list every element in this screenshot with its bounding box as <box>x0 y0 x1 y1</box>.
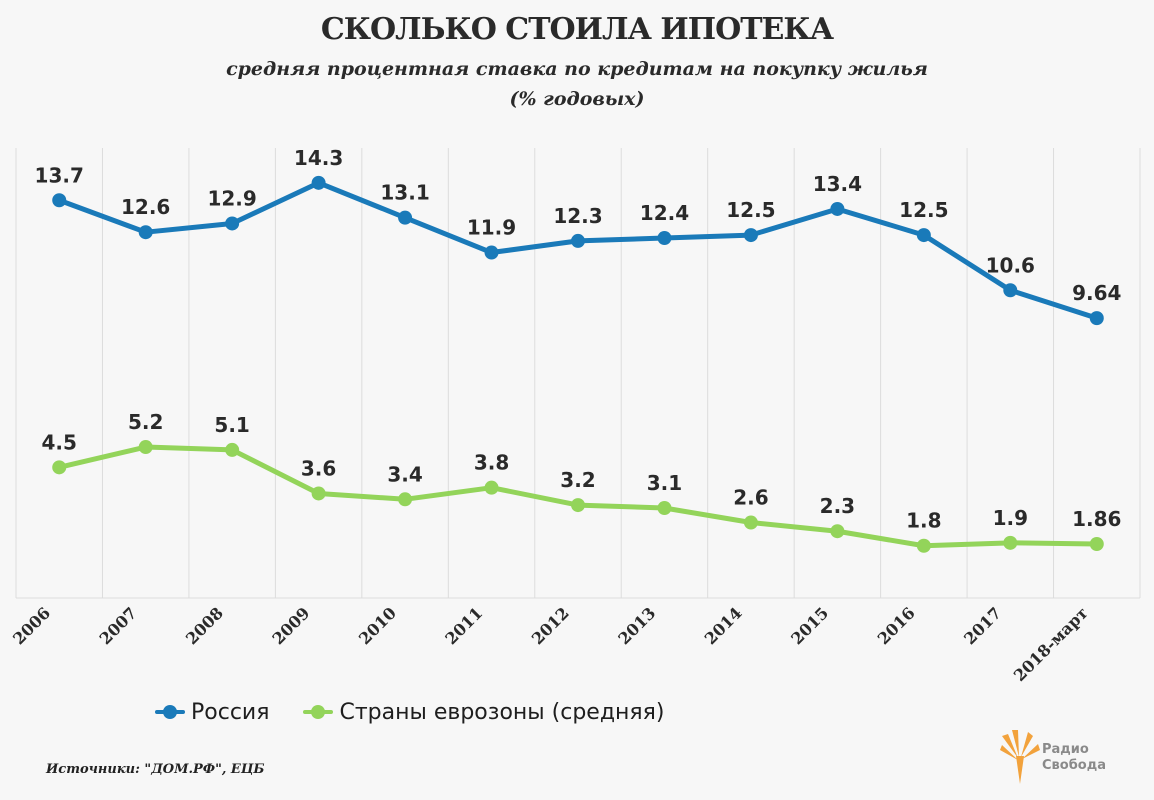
data-point-russia[interactable] <box>571 233 585 248</box>
data-label-russia: 13.1 <box>380 181 429 205</box>
data-point-eurozone[interactable] <box>743 515 758 530</box>
x-tick-label: 2015 <box>787 603 832 648</box>
legend: Россия Страны еврозоны (средняя) <box>155 694 664 730</box>
data-point-eurozone[interactable] <box>657 501 672 515</box>
data-point-eurozone[interactable] <box>398 492 413 507</box>
data-label-eurozone: 1.9 <box>993 506 1028 530</box>
data-label-eurozone: 3.4 <box>387 462 422 486</box>
data-label-russia: 9.64 <box>1072 281 1121 305</box>
data-label-eurozone: 4.5 <box>42 430 77 454</box>
data-label-eurozone: 2.6 <box>733 486 768 510</box>
data-label-eurozone: 1.86 <box>1072 507 1121 531</box>
x-tick-label: 2011 <box>441 603 486 648</box>
logo-line-2: Свобода <box>1042 758 1106 773</box>
data-label-eurozone: 3.2 <box>560 468 595 492</box>
subtitle-line-2: (% годовых) <box>509 88 645 110</box>
x-tick-label: 2007 <box>96 603 141 648</box>
x-tick-label: 2013 <box>614 603 659 648</box>
data-label-russia: 12.5 <box>899 198 948 222</box>
logo-text: Радио Свобода <box>1042 742 1106 774</box>
data-label-russia: 13.4 <box>813 172 862 196</box>
data-point-russia[interactable] <box>52 193 67 208</box>
data-point-eurozone[interactable] <box>571 498 585 513</box>
data-label-eurozone: 3.6 <box>301 456 336 480</box>
legend-label-russia: Россия <box>191 699 270 725</box>
chart-subtitle: средняя процентная ставка по кредитам на… <box>0 54 1154 114</box>
x-tick-label: 2006 <box>9 603 54 648</box>
data-label-russia: 12.3 <box>553 204 602 228</box>
data-point-eurozone[interactable] <box>916 538 931 553</box>
data-point-eurozone[interactable] <box>52 460 67 475</box>
data-point-eurozone[interactable] <box>1003 535 1018 550</box>
logo-line-1: Радио <box>1042 742 1089 757</box>
data-label-russia: 12.5 <box>726 198 775 222</box>
data-point-russia[interactable] <box>484 245 499 260</box>
data-point-russia[interactable] <box>657 231 672 245</box>
data-point-russia[interactable] <box>1089 311 1104 326</box>
data-label-russia: 12.9 <box>207 186 256 210</box>
legend-label-eurozone: Страны еврозоны (средняя) <box>339 699 665 725</box>
data-label-eurozone: 3.1 <box>647 471 682 495</box>
data-point-russia[interactable] <box>1003 283 1018 298</box>
data-point-eurozone[interactable] <box>311 486 326 501</box>
data-point-russia[interactable] <box>311 175 326 190</box>
x-tick-label: 2012 <box>528 603 573 648</box>
series-points <box>52 175 1104 553</box>
data-point-russia[interactable] <box>916 228 931 243</box>
data-point-russia[interactable] <box>830 201 845 216</box>
data-point-eurozone[interactable] <box>484 480 499 495</box>
data-point-russia[interactable] <box>743 228 758 243</box>
data-point-eurozone[interactable] <box>1089 537 1104 551</box>
data-labels: 13.7 12.6 12.9 14.3 13.1 11.9 12.3 12.4 12.5 13.4… <box>35 146 1122 533</box>
data-point-russia[interactable] <box>225 216 240 231</box>
legend-swatch-russia <box>155 705 185 719</box>
data-point-eurozone[interactable] <box>138 440 153 455</box>
data-point-eurozone[interactable] <box>225 442 240 457</box>
data-label-eurozone: 5.2 <box>128 410 163 434</box>
chart-title: СКОЛЬКО СТОИЛА ИПОТЕКА <box>320 12 834 47</box>
data-label-russia: 12.4 <box>640 201 689 225</box>
x-axis-ticks: 2006 2007 2008 2009 2010 2011 2012 2013 2014 2015… <box>9 603 1092 685</box>
data-point-russia[interactable] <box>138 225 153 240</box>
x-tick-label: 2017 <box>960 603 1005 648</box>
data-label-russia: 14.3 <box>294 146 343 170</box>
data-label-russia: 11.9 <box>467 216 516 240</box>
data-label-eurozone: 3.8 <box>474 451 509 475</box>
data-label-eurozone: 1.8 <box>906 509 941 533</box>
data-point-russia[interactable] <box>398 210 413 225</box>
legend-swatch-eurozone <box>303 705 334 719</box>
legend-item-russia[interactable]: Россия <box>155 700 269 725</box>
data-label-russia: 12.6 <box>121 195 170 219</box>
x-tick-label: 2016 <box>874 603 919 648</box>
x-tick-label: 2014 <box>701 603 746 648</box>
data-label-russia: 13.7 <box>35 163 84 187</box>
data-label-russia: 10.6 <box>986 253 1035 277</box>
data-point-eurozone[interactable] <box>830 524 845 539</box>
data-label-eurozone: 2.3 <box>820 494 855 518</box>
legend-item-eurozone[interactable]: Страны еврозоны (средняя) <box>303 700 664 725</box>
data-label-eurozone: 5.1 <box>214 413 249 437</box>
x-tick-label: 2018-март <box>1010 603 1092 685</box>
source-note: Источники: "ДОМ.РФ", ЕЦБ <box>46 762 265 777</box>
subtitle-line-1: средняя процентная ставка по кредитам на… <box>226 58 928 80</box>
x-tick-label: 2009 <box>269 603 314 648</box>
x-tick-label: 2008 <box>182 603 227 648</box>
x-tick-label: 2010 <box>355 603 400 648</box>
radio-svoboda-logo-icon <box>1000 730 1040 784</box>
